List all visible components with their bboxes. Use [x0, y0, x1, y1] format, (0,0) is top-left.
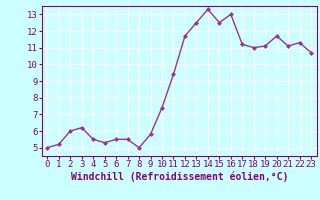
X-axis label: Windchill (Refroidissement éolien,°C): Windchill (Refroidissement éolien,°C) — [70, 172, 288, 182]
